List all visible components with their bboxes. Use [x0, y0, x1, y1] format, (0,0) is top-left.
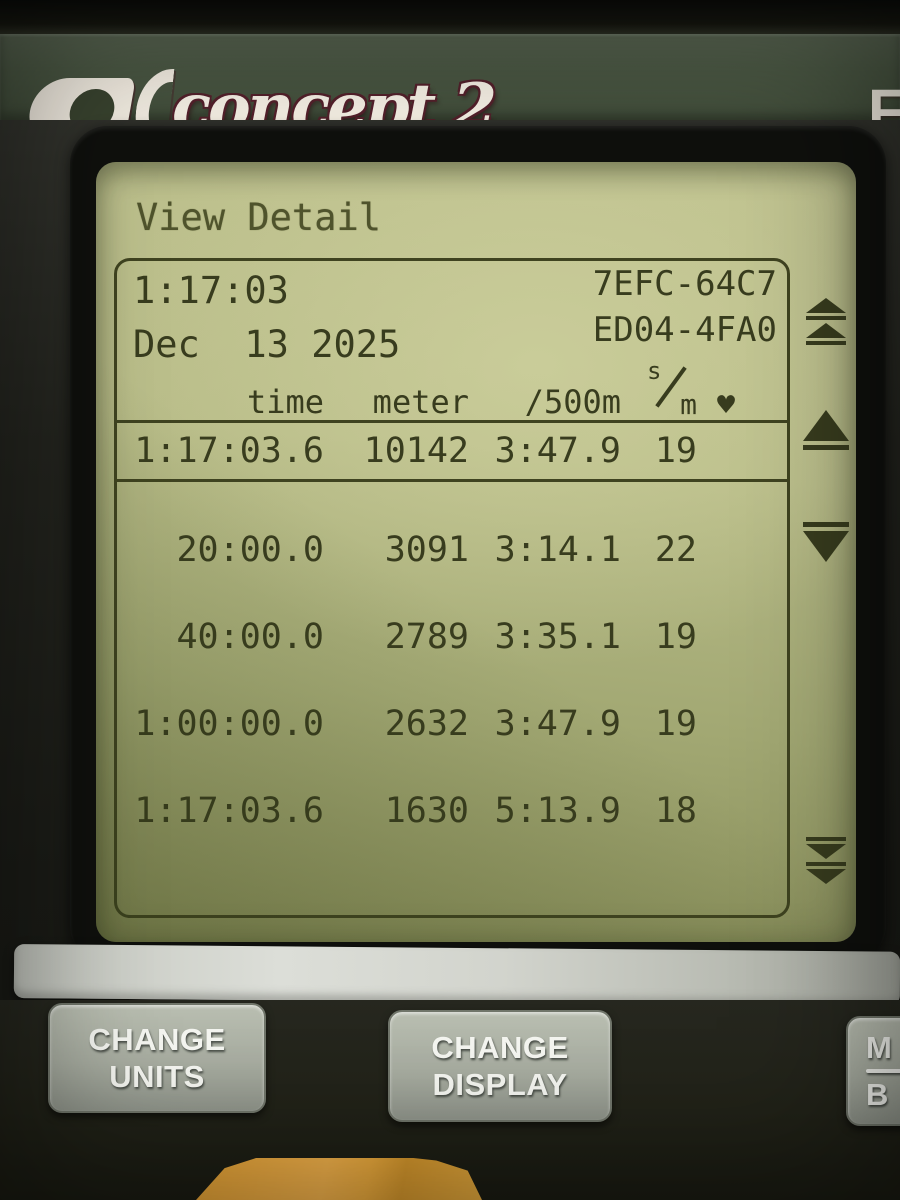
lcd-screen: View Detail 1:17:03 7EFC-64C7 Dec 13 202… [96, 162, 856, 942]
change-display-label-line1: CHANGE [431, 1030, 569, 1065]
yellow-frame-knob [196, 1158, 482, 1200]
header-pace: /500m [524, 383, 621, 421]
header-meter: meter [372, 383, 469, 421]
menu-back-label-line2: B [866, 1077, 889, 1112]
scroll-indicator-column [799, 162, 853, 942]
lower-bezel-strip [13, 944, 900, 1006]
scroll-down-icon [799, 518, 853, 562]
split-meter: 2632 [384, 703, 469, 744]
scroll-double-down-icon [799, 834, 853, 884]
split-spm: 19 [654, 703, 697, 744]
summary-pace: 3:47.9 [494, 431, 621, 471]
split-pace: 3:35.1 [494, 616, 621, 657]
split-time: 1:17:03.6 [134, 790, 324, 831]
spm-fraction-icon: s m [639, 357, 697, 421]
split-pace: 3:47.9 [494, 703, 621, 744]
split-pace: 3:14.1 [494, 529, 621, 570]
heart-rate-icon: ♥ [716, 388, 736, 423]
monitor-top-edge [0, 0, 900, 34]
split-meter: 2789 [384, 616, 469, 657]
summary-spm: 19 [654, 431, 697, 471]
spm-denominator: m [680, 388, 697, 421]
split-meter: 1630 [384, 790, 469, 831]
header-time: time [246, 383, 324, 421]
summary-meter: 10142 [363, 431, 469, 471]
separator-line [117, 420, 787, 423]
summary-row: 1:17:03.6 10142 3:47.9 19 [129, 423, 781, 479]
change-units-label-line1: CHANGE [88, 1022, 226, 1057]
split-time: 20:00.0 [176, 529, 324, 570]
table-row: 1:00:00.0 2632 3:47.9 19 [129, 699, 781, 748]
session-code-line2: ED04-4FA0 [592, 310, 777, 350]
split-spm: 22 [654, 529, 697, 570]
spm-numerator: s [647, 357, 662, 385]
session-date: Dec 13 2025 [133, 323, 401, 366]
brand-band: concept 2 ® F [0, 34, 900, 153]
split-meter: 3091 [384, 529, 469, 570]
menu-back-button[interactable]: M B [846, 1016, 900, 1126]
session-duration: 1:17:03 [133, 269, 289, 312]
change-display-label-line2: DISPLAY [432, 1067, 568, 1102]
table-row: 20:00.0 3091 3:14.1 22 [129, 525, 781, 574]
change-display-button[interactable]: CHANGE DISPLAY [388, 1010, 612, 1122]
table-row: 1:17:03.6 1630 5:13.9 18 [129, 786, 781, 835]
split-spm: 18 [654, 790, 697, 831]
menu-back-divider [866, 1069, 900, 1073]
split-spm: 19 [654, 616, 697, 657]
separator-line [117, 479, 787, 482]
splits-list: 20:00.0 3091 3:14.1 22 40:00.0 2789 3:35… [129, 487, 781, 873]
summary-time: 1:17:03.6 [134, 431, 324, 471]
table-header-row: time meter /500m s m ♥ [129, 357, 781, 423]
scroll-up-icon [799, 410, 853, 454]
split-time: 40:00.0 [176, 616, 324, 657]
split-time: 1:00:00.0 [134, 703, 324, 744]
split-pace: 5:13.9 [494, 790, 621, 831]
session-code-line1: 7EFC-64C7 [592, 264, 777, 304]
table-row: 40:00.0 2789 3:35.1 19 [129, 612, 781, 661]
workout-detail-box: 1:17:03 7EFC-64C7 Dec 13 2025 ED04-4FA0 … [114, 258, 790, 918]
scroll-double-up-icon [799, 298, 853, 348]
page-title: View Detail [136, 196, 382, 239]
header-strokes-per-minute: s m [621, 357, 697, 421]
change-units-label-line2: UNITS [109, 1059, 205, 1094]
menu-back-label-line1: M [866, 1030, 893, 1065]
change-units-button[interactable]: CHANGE UNITS [48, 1003, 266, 1113]
